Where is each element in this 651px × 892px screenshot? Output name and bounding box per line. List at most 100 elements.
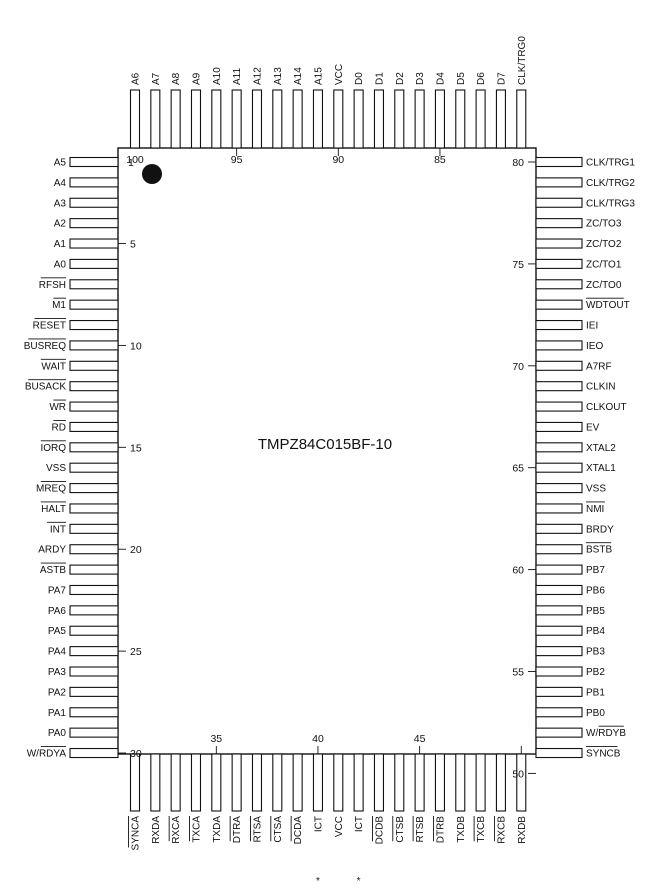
pin-label: CTSB	[395, 816, 406, 843]
pin-68-clkout: CLKOUT	[535, 401, 627, 413]
pin-label: ARDY	[38, 545, 66, 556]
pin-26-pa3: PA3	[48, 666, 119, 678]
pin-label: A7RF	[586, 361, 612, 372]
pin-lead	[292, 753, 303, 812]
pin-label: CLKOUT	[586, 402, 627, 413]
pin-number-35: 35	[210, 733, 222, 745]
pin-49-rxcb: RXCB	[493, 753, 507, 844]
pin-19-int: INT	[47, 521, 119, 535]
pin-lead	[535, 544, 583, 555]
pin-43-dcdb: DCDB	[372, 753, 385, 844]
pin-number-100: 100	[126, 154, 144, 166]
pin-65-xtal1: XTAL1	[535, 462, 616, 474]
pin-21-astb: ASTB	[40, 562, 119, 576]
pin-24-pa5: PA5	[48, 625, 119, 637]
pin-label: DTRA	[232, 816, 243, 844]
pin-1-a5: A5	[54, 156, 119, 169]
pin-label: WDTOUT	[586, 300, 630, 311]
pin-93-a13: A13	[272, 67, 284, 149]
pin-78-clk-trg3: CLK/TRG3	[535, 197, 635, 209]
pin-number-15: 15	[130, 442, 142, 454]
pin-30-w-rdya: W/RDYA	[27, 746, 119, 760]
pin-lead	[69, 564, 119, 575]
pin-96-a10: A10	[211, 67, 223, 149]
pin-label: EV	[586, 422, 600, 433]
pin-label: CTSA	[273, 816, 284, 843]
pin-lead	[129, 89, 141, 149]
pin-lead	[69, 218, 119, 229]
pin-number-95: 95	[231, 154, 243, 166]
pin-85-d4: D4	[434, 72, 446, 149]
pin-lead	[69, 360, 119, 371]
pin-label: SYNCA	[131, 816, 142, 851]
pin-2-a4: A4	[54, 177, 119, 189]
pin-label: MREQ	[36, 484, 66, 495]
pin-label: DTRB	[435, 816, 446, 844]
pin-label: BRDY	[586, 524, 614, 535]
pin-lead	[69, 258, 119, 269]
pin-44-ctsb: CTSB	[392, 753, 406, 843]
pin-label: BSTB	[586, 545, 612, 556]
pin-lead	[69, 177, 119, 188]
pin-lead	[69, 544, 119, 555]
pin-label: WAIT	[41, 361, 66, 372]
pin-lead	[495, 753, 506, 812]
pin-label: RTSB	[415, 816, 426, 843]
pin-label: HALT	[41, 504, 66, 515]
footnote-mark: *	[316, 876, 320, 887]
pin-label: A7	[151, 72, 162, 85]
pin-label: A2	[54, 219, 67, 230]
pin-lead	[170, 753, 181, 812]
pin-label: WR	[49, 402, 66, 413]
pin-lead	[373, 753, 385, 812]
pin-lead	[150, 753, 161, 812]
pin-lead	[69, 421, 119, 432]
right-pin-row: SYNCB W/RDYB PB0 PB1 PB2 PB3 PB4 PB5 PB6 PB7 BSTB B…	[535, 156, 635, 760]
pin-label: CLK/TRG0	[517, 36, 528, 85]
pin-label: CLK/TRG1	[586, 158, 635, 169]
pin-lead	[535, 421, 583, 432]
pin-lead	[535, 299, 583, 310]
pin-label: ICT	[354, 816, 365, 832]
pin-label: D5	[456, 72, 467, 85]
pin-label: PA1	[48, 708, 67, 719]
pin-lead	[535, 381, 583, 392]
pin-label: CLK/TRG2	[586, 178, 635, 189]
pin-label: PA0	[48, 728, 67, 739]
pin-94-a12: A12	[251, 67, 263, 149]
pin-number-60: 60	[512, 565, 524, 577]
pin-72-iei: IEI	[535, 319, 598, 332]
pin-59-pb6: PB6	[535, 584, 605, 596]
pin-36-dtra: DTRA	[229, 753, 243, 844]
pin-lead	[69, 156, 119, 168]
pin-label: RXDB	[517, 816, 528, 844]
pin-62-brdy: BRDY	[535, 523, 614, 535]
pin-lead	[353, 753, 364, 812]
pin-25-pa4: PA4	[48, 646, 119, 658]
pin-lead	[69, 319, 119, 331]
pin-22-pa7: PA7	[48, 584, 119, 596]
pin-86-d3: D3	[414, 72, 426, 149]
pin-label: D2	[395, 72, 406, 85]
pin-label: CLKIN	[586, 382, 615, 393]
pin-label: PA7	[48, 585, 67, 596]
pin-lead	[535, 686, 583, 697]
pin-lead	[69, 197, 119, 208]
pin-label: A11	[232, 68, 243, 85]
pin-64-vss: VSS	[535, 483, 606, 495]
pin-33-rxca: RXCA	[168, 753, 182, 844]
pin-90-vcc: VCC	[333, 64, 345, 149]
pin-label: PB4	[586, 626, 605, 637]
pin-51-syncb: SYNCB	[535, 746, 621, 760]
pin-42-ict: ICT *	[353, 753, 365, 887]
pin-lead	[251, 89, 263, 149]
pin-lead	[535, 238, 583, 249]
pin-label: RXDA	[151, 816, 162, 844]
pin-lead	[292, 89, 303, 149]
pin-lead	[535, 523, 583, 534]
pin-lead	[535, 462, 583, 473]
pin-label: INT	[50, 524, 66, 535]
pin-label: DCDA	[293, 816, 304, 845]
pin-number-5: 5	[130, 239, 136, 251]
pin-number-65: 65	[512, 463, 524, 475]
